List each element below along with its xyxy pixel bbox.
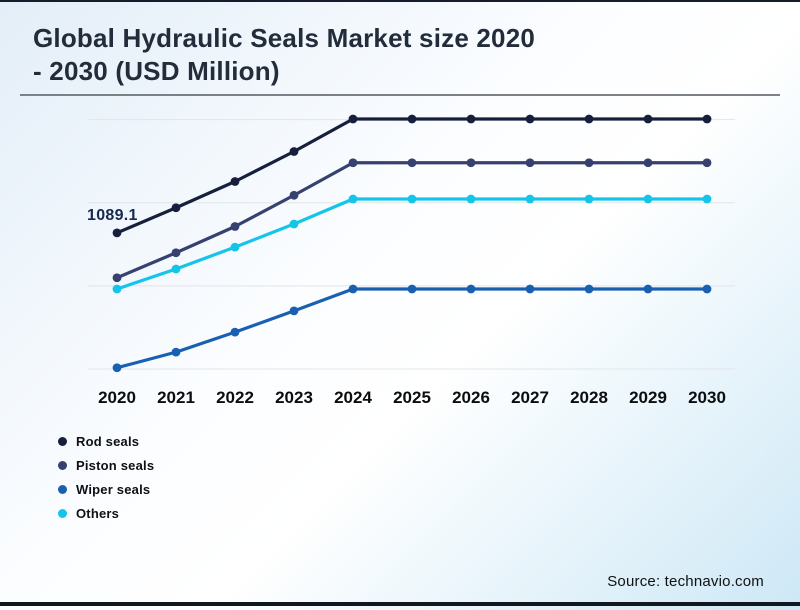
data-point-piston-seals-2020 xyxy=(112,273,122,283)
legend-item-piston-seals: Piston seals xyxy=(58,458,155,473)
x-tick-label-2020: 2020 xyxy=(98,388,136,407)
legend-label-piston-seals: Piston seals xyxy=(76,458,155,473)
legend: Rod seals Piston seals Wiper seals Others xyxy=(58,434,155,531)
data-point-others-2022 xyxy=(230,242,240,252)
bottom-border xyxy=(0,602,800,606)
data-point-others-2026 xyxy=(466,194,476,204)
data-point-rod-seals-2021 xyxy=(171,203,181,213)
legend-marker-rod-seals xyxy=(58,437,67,446)
data-point-rod-seals-2022 xyxy=(230,177,240,186)
data-point-piston-seals-2024 xyxy=(348,158,358,168)
data-label-rod-2020: 1089.1 xyxy=(87,207,138,224)
data-point-rod-seals-2026 xyxy=(466,114,476,124)
data-point-others-2023 xyxy=(289,219,299,229)
data-point-piston-seals-2028 xyxy=(584,158,594,168)
x-tick-label-2028: 2028 xyxy=(570,388,608,407)
data-point-rod-seals-2024 xyxy=(348,114,358,124)
data-point-others-2020 xyxy=(112,284,122,294)
chart-title-line1: Global Hydraulic Seals Market size 2020 xyxy=(33,23,536,53)
data-point-piston-seals-2021 xyxy=(171,248,181,258)
x-tick-label-2025: 2025 xyxy=(393,388,431,407)
data-point-piston-seals-2022 xyxy=(230,222,240,231)
series-line-wiper-seals xyxy=(115,287,709,370)
data-point-others-2025 xyxy=(407,194,417,204)
legend-item-rod-seals: Rod seals xyxy=(58,434,154,449)
data-point-wiper-seals-2027 xyxy=(525,284,535,294)
data-point-wiper-seals-2023 xyxy=(289,306,299,316)
data-point-piston-seals-2023 xyxy=(289,190,299,200)
legend-label-rod-seals: Rod seals xyxy=(76,434,140,449)
data-point-rod-seals-2029 xyxy=(643,114,653,124)
x-tick-label-2027: 2027 xyxy=(511,388,549,407)
legend-marker-others xyxy=(58,509,67,518)
legend-label-wiper-seals: Wiper seals xyxy=(76,482,151,497)
data-point-rod-seals-2027 xyxy=(525,114,535,124)
x-tick-label-2026: 2026 xyxy=(452,388,490,407)
data-point-wiper-seals-2026 xyxy=(466,284,476,294)
chart-title: Global Hydraulic Seals Market size 2020 … xyxy=(33,22,773,88)
data-point-others-2028 xyxy=(584,194,594,204)
series-line-piston-seals xyxy=(115,161,709,280)
data-point-others-2024 xyxy=(348,194,358,204)
data-point-piston-seals-2025 xyxy=(407,158,417,168)
data-point-wiper-seals-2020 xyxy=(112,363,122,373)
legend-label-others: Others xyxy=(76,506,120,521)
chart-title-line2: - 2030 (USD Million) xyxy=(33,56,280,87)
series-line-others xyxy=(115,197,709,291)
data-point-wiper-seals-2025 xyxy=(407,284,417,294)
data-point-wiper-seals-2030 xyxy=(702,284,712,294)
x-tick-label-2022: 2022 xyxy=(216,388,254,407)
data-point-rod-seals-2030 xyxy=(702,114,712,124)
top-border xyxy=(0,0,800,2)
data-point-wiper-seals-2021 xyxy=(171,347,181,357)
data-point-piston-seals-2026 xyxy=(466,158,476,168)
data-point-rod-seals-2020 xyxy=(112,228,122,238)
data-point-rod-seals-2023 xyxy=(289,147,299,156)
data-point-wiper-seals-2022 xyxy=(230,327,240,337)
data-point-others-2027 xyxy=(525,194,535,204)
x-axis-labels: 2020 2021 2022 2023 2024 2025 2026 2027 2028 2029… xyxy=(85,388,745,412)
data-point-rod-seals-2028 xyxy=(584,114,594,124)
x-tick-label-2029: 2029 xyxy=(629,388,667,407)
data-point-rod-seals-2025 xyxy=(407,114,417,124)
plot-area xyxy=(88,114,735,373)
data-point-others-2030 xyxy=(702,194,712,204)
data-point-wiper-seals-2029 xyxy=(643,284,653,294)
legend-item-wiper-seals: Wiper seals xyxy=(58,482,154,497)
title-divider xyxy=(20,94,780,96)
legend-item-others: Others xyxy=(58,506,154,521)
x-tick-label-2024: 2024 xyxy=(334,388,372,407)
x-tick-label-2021: 2021 xyxy=(157,388,195,407)
x-tick-label-2023: 2023 xyxy=(275,388,313,407)
source-credit: Source: technavio.com xyxy=(607,573,764,590)
series-line-rod-seals xyxy=(115,117,709,235)
data-point-piston-seals-2029 xyxy=(643,158,653,168)
x-tick-label-2030: 2030 xyxy=(688,388,726,407)
data-point-wiper-seals-2024 xyxy=(348,284,358,294)
legend-marker-piston-seals xyxy=(58,461,67,470)
data-point-piston-seals-2027 xyxy=(525,158,535,168)
data-point-others-2029 xyxy=(643,194,653,204)
data-point-wiper-seals-2028 xyxy=(584,284,594,294)
data-point-piston-seals-2030 xyxy=(702,158,712,168)
legend-marker-wiper-seals xyxy=(58,485,67,494)
data-point-others-2021 xyxy=(171,264,181,274)
